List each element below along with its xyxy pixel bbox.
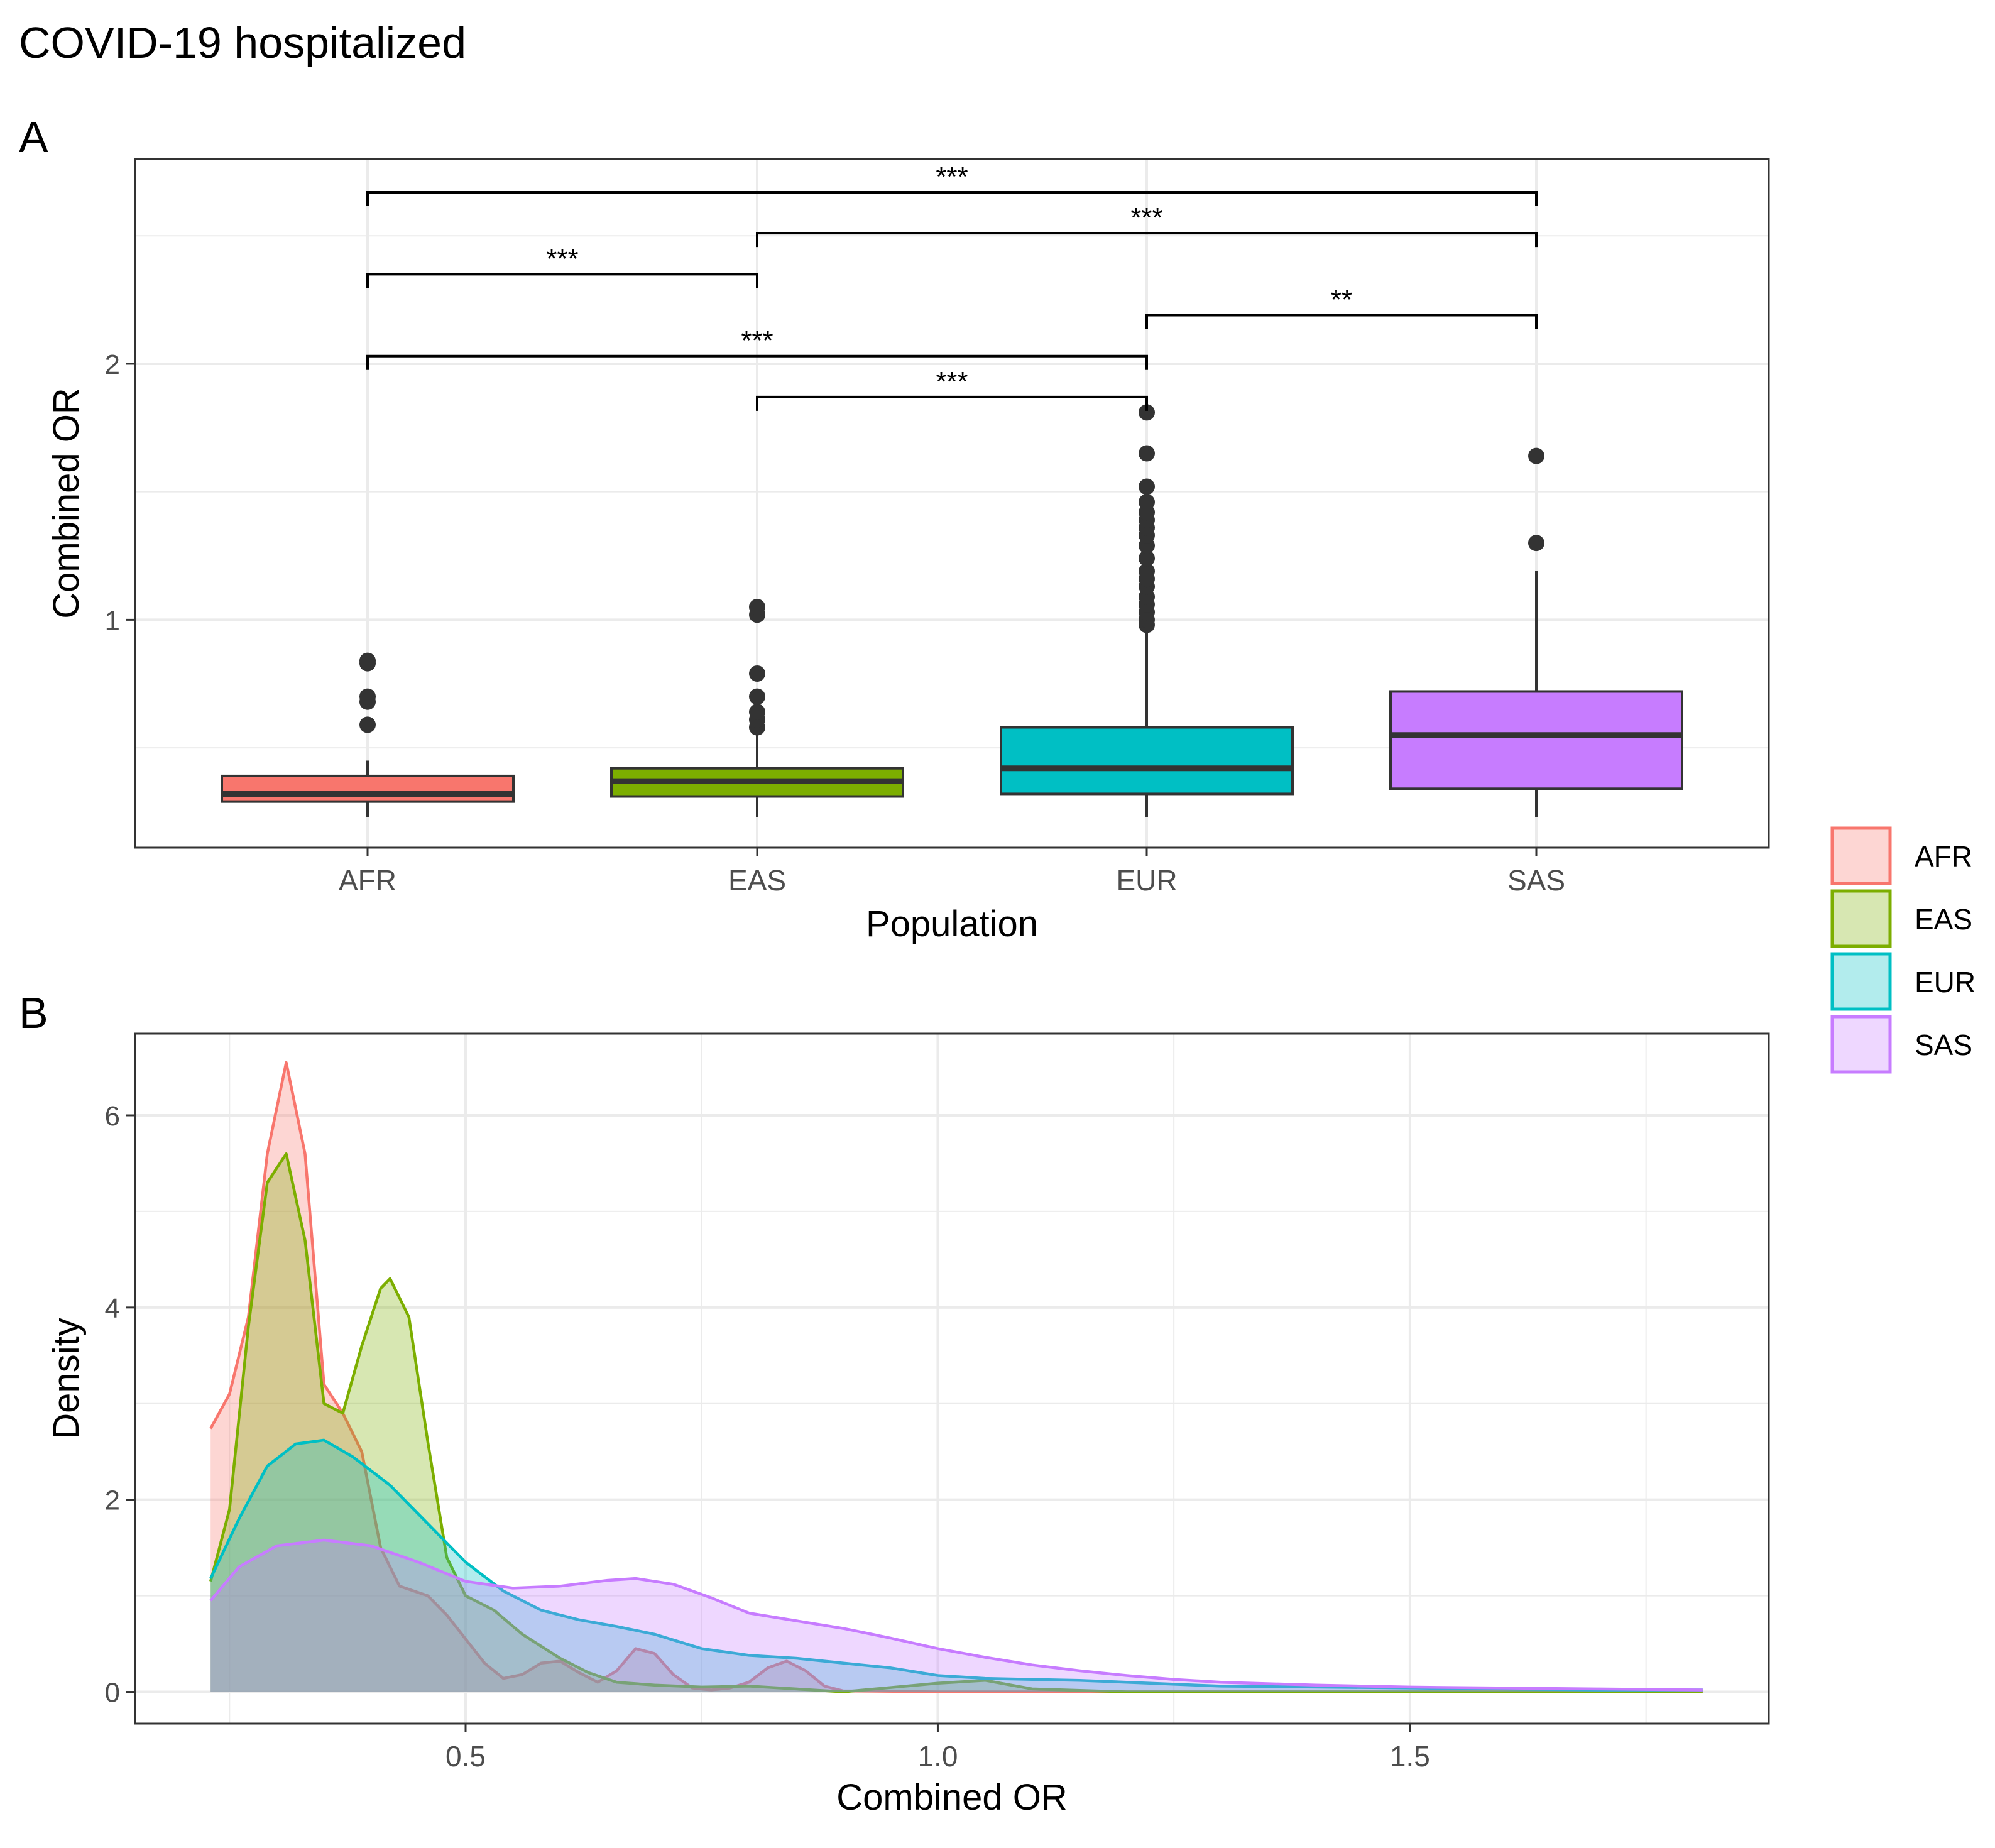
outlier-point bbox=[359, 652, 376, 669]
outlier-point bbox=[1528, 447, 1544, 464]
outlier-point bbox=[359, 688, 376, 705]
significance-bracket bbox=[366, 354, 1148, 370]
y-axis-title-a: Combined OR bbox=[46, 388, 87, 618]
density-line-eas bbox=[209, 1152, 1703, 1693]
y-tick-label: 2 bbox=[105, 349, 120, 380]
outlier-point bbox=[359, 716, 376, 733]
panel-label-b: B bbox=[19, 988, 48, 1037]
x-tick-label: EUR bbox=[1116, 864, 1177, 897]
legend-key-eas bbox=[1830, 889, 1892, 948]
outlier-point bbox=[1139, 493, 1155, 510]
y-axis-title-b: Density bbox=[46, 1318, 87, 1439]
y-tick-label: 0 bbox=[105, 1678, 120, 1709]
outlier-point bbox=[749, 704, 765, 721]
plot-frame-a bbox=[134, 158, 1770, 849]
legend-label: SAS bbox=[1915, 1029, 1972, 1061]
outlier-point bbox=[749, 599, 765, 616]
density-area-eur bbox=[210, 1440, 1703, 1692]
outlier-point bbox=[749, 665, 765, 682]
significance-label: *** bbox=[936, 366, 968, 397]
y-tick-label: 2 bbox=[105, 1485, 120, 1516]
density-line-afr bbox=[209, 1061, 1703, 1693]
legend-key-eur bbox=[1830, 952, 1892, 1011]
significance-label: *** bbox=[546, 243, 578, 274]
y-tick-label: 4 bbox=[105, 1293, 120, 1324]
y-tick-label: 1 bbox=[105, 605, 120, 636]
x-tick-label: EAS bbox=[728, 864, 786, 897]
significance-bracket bbox=[756, 395, 1148, 411]
x-axis-title-a: Population bbox=[866, 904, 1038, 944]
legend-label: AFR bbox=[1915, 840, 1972, 873]
significance-bracket bbox=[1145, 314, 1538, 329]
x-tick-label: AFR bbox=[339, 864, 396, 897]
density-area-afr bbox=[210, 1062, 1703, 1692]
x-tick-label: SAS bbox=[1507, 864, 1565, 897]
significance-bracket bbox=[756, 232, 1538, 248]
significance-label: *** bbox=[741, 325, 773, 356]
density-line-sas bbox=[209, 1538, 1703, 1692]
outlier-point bbox=[1528, 535, 1544, 552]
outlier-point bbox=[1139, 478, 1155, 495]
outlier-point bbox=[1139, 404, 1155, 421]
outlier-point bbox=[1139, 445, 1155, 462]
significance-bracket bbox=[366, 273, 758, 288]
outlier-point bbox=[1139, 562, 1155, 579]
significance-bracket bbox=[366, 190, 1538, 206]
legend-key-afr bbox=[1830, 826, 1892, 885]
x-tick-label: 0.5 bbox=[445, 1740, 486, 1773]
significance-label: *** bbox=[936, 161, 968, 192]
outlier-point bbox=[1139, 550, 1155, 567]
significance-label: *** bbox=[1130, 202, 1162, 233]
density-line-eur bbox=[209, 1438, 1703, 1692]
box-eur bbox=[1000, 726, 1294, 796]
y-tick-label: 6 bbox=[105, 1101, 120, 1132]
box-sas bbox=[1389, 690, 1683, 790]
figure-title: COVID-19 hospitalized bbox=[19, 18, 466, 67]
panel-label-a: A bbox=[19, 112, 48, 161]
legend-label: EAS bbox=[1915, 903, 1972, 936]
x-tick-label: 1.0 bbox=[917, 1740, 958, 1773]
box-afr bbox=[221, 774, 515, 803]
x-tick-label: 1.5 bbox=[1390, 1740, 1430, 1773]
legend-key-sas bbox=[1830, 1015, 1892, 1074]
panel-b: 0 2 4 6 0.5 1.0 1.5 Combined OR Density bbox=[46, 1032, 1770, 1818]
x-axis-title-b: Combined OR bbox=[836, 1777, 1067, 1818]
outlier-point bbox=[749, 688, 765, 705]
plot-frame-b bbox=[134, 1032, 1770, 1725]
significance-label: ** bbox=[1331, 285, 1352, 315]
legend: AFR EAS EUR SAS bbox=[1830, 826, 1976, 1074]
density-area-sas bbox=[210, 1539, 1703, 1692]
legend-label: EUR bbox=[1915, 966, 1976, 998]
density-area-eas bbox=[210, 1154, 1703, 1692]
